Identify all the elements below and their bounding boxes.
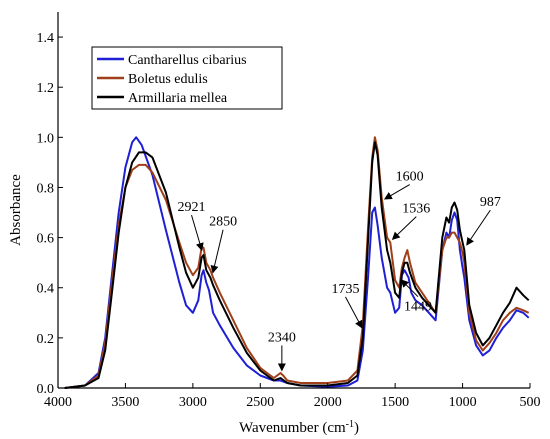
x-tick-label: 2000 (314, 395, 342, 410)
annotation-label: 1536 (402, 202, 430, 217)
y-tick-label: 0.0 (37, 382, 55, 397)
y-tick-label: 0.6 (37, 232, 55, 247)
annotation-2921: 2921 (178, 200, 206, 252)
legend-item: Armillaria mellea (97, 91, 228, 106)
legend: Cantharellus cibarius Boletus edulis Armil… (91, 46, 283, 110)
annotation-arrow (391, 216, 417, 240)
annotation-arrow (383, 184, 410, 200)
y-tick-label: 1.2 (37, 81, 55, 96)
annotation-arrow (210, 229, 224, 274)
axes-layer: 4000 3500 3000 2500 2000 1500 1000 500 0.0 0.2 0.4… (37, 12, 541, 410)
x-axis-title-main: Wavenumber (cm (239, 420, 346, 436)
legend-label: Armillaria mellea (128, 91, 228, 106)
y-tick-label: 0.8 (37, 181, 55, 196)
series-line-3 (64, 141, 530, 389)
x-axis-title: Wavenumber (cm-1) (239, 419, 359, 437)
x-tick-label: 4000 (44, 395, 72, 410)
x-tick-label: 3000 (179, 395, 207, 410)
y-tick-label: 1.4 (37, 31, 55, 46)
y-tick-label: 0.2 (37, 332, 55, 347)
y-tick-label: 1.0 (37, 131, 55, 146)
x-tick-label: 3500 (111, 395, 139, 410)
annotation-1536: 1536 (391, 202, 430, 240)
annotation-2850: 2850 (209, 215, 237, 274)
annotation-label: 987 (480, 195, 501, 210)
annotation-label: 2921 (178, 200, 206, 215)
x-tick-label: 1500 (381, 395, 409, 410)
x-tick-label: 2500 (246, 395, 274, 410)
annotation-1600: 1600 (383, 170, 424, 200)
x-tick-label: 1000 (449, 395, 477, 410)
x-axis-title-superscript: -1 (346, 419, 354, 430)
series-line-2 (64, 136, 530, 389)
annotation-label: 2340 (268, 330, 296, 345)
legend-label: Boletus edulis (128, 72, 208, 87)
y-tick-label: 0.4 (37, 282, 55, 297)
annotation-label: 1600 (396, 170, 424, 185)
annotation-arrow (345, 296, 363, 329)
annotation-label: 2850 (209, 215, 237, 230)
annotation-987: 987 (466, 195, 501, 246)
annotation-1449: 1449 (400, 279, 432, 315)
legend-item: Boletus edulis (97, 72, 208, 87)
series-layer (64, 136, 530, 389)
annotation-arrow (466, 209, 491, 246)
y-axis-title: Absorbance (8, 174, 24, 246)
annotation-2340: 2340 (268, 330, 296, 372)
x-tick-label: 500 (520, 395, 541, 410)
legend-item: Cantharellus cibarius (97, 53, 247, 68)
legend-label: Cantharellus cibarius (128, 53, 247, 68)
annotation-arrow (191, 215, 204, 252)
annotation-label: 1735 (331, 282, 359, 297)
annotation-1735: 1735 (331, 282, 363, 329)
annotation-label: 1449 (404, 300, 432, 315)
annotation-arrow (400, 279, 419, 298)
series-line-1 (64, 136, 530, 389)
x-axis-title-end: ) (354, 420, 359, 436)
